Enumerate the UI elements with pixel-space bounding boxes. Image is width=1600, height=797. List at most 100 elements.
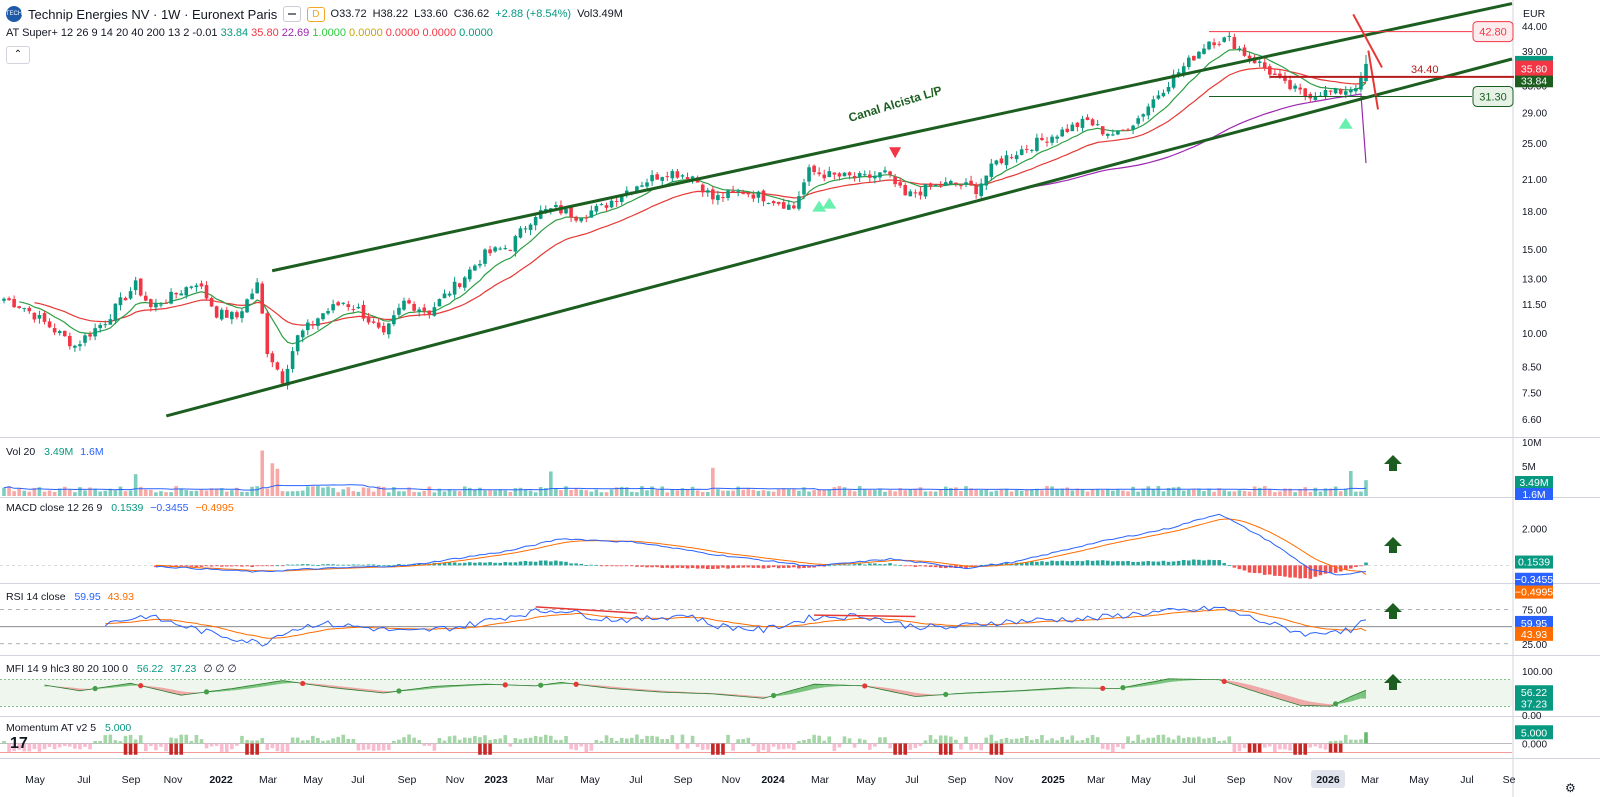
volume-bar: [827, 489, 832, 496]
time-tick-label: Mar: [1087, 774, 1106, 786]
candle-body: [898, 182, 902, 186]
momentum-bar: [240, 735, 244, 744]
candle-body: [533, 217, 538, 226]
candle-body: [1131, 125, 1135, 130]
volume-bar: [852, 491, 857, 496]
candle-body: [1267, 66, 1272, 75]
volume-bar: [878, 488, 882, 496]
currency-label[interactable]: EUR: [1523, 8, 1546, 20]
candle-body: [1156, 95, 1161, 99]
volume-bar: [397, 491, 401, 496]
minus-icon[interactable]: [283, 6, 302, 22]
macd-hist-bar: [923, 565, 928, 567]
volume-bar: [604, 492, 609, 496]
volume-bar: [22, 490, 27, 496]
momentum-bar: [397, 739, 401, 744]
macd-value-badge: [1515, 585, 1553, 599]
macd-hist-bar: [270, 565, 275, 567]
volume-bar: [954, 487, 958, 496]
macd-hist-bar: [417, 563, 421, 566]
volume-bar: [113, 490, 118, 496]
mfi-legend[interactable]: MFI 14 9 hlc3 80 20 100 0 56.22 37.23 ∅ …: [6, 663, 237, 675]
volume-bar: [361, 487, 366, 496]
candle-body: [1040, 137, 1044, 140]
macd-hist-bar: [999, 563, 1004, 566]
candle-body: [417, 309, 421, 312]
symbol-logo[interactable]: TECH: [6, 6, 22, 22]
mfi-fill: [819, 684, 825, 689]
candle-body: [645, 182, 649, 187]
candle-body: [599, 204, 604, 206]
volume-bar: [174, 486, 178, 496]
volume-bar: [1151, 489, 1156, 496]
candle-body: [468, 269, 472, 280]
macd-value-label: 0.1539: [1518, 557, 1550, 569]
macd-hist-bar: [574, 563, 578, 566]
candle-body: [1024, 148, 1029, 150]
momentum-marker-bar: [994, 743, 999, 755]
volume-bar: [108, 488, 113, 496]
volume-legend[interactable]: Vol 20 3.49M 1.6M: [6, 446, 104, 458]
momentum-value-badge: [1515, 725, 1553, 740]
volume-bar: [665, 492, 670, 496]
volume-bar: [1293, 492, 1297, 496]
gear-icon[interactable]: ⚙: [1565, 781, 1576, 795]
volume-bar: [1136, 491, 1140, 496]
symbol-title[interactable]: Technip Energies NV · 1W · Euronext Pari…: [28, 6, 278, 22]
candle-body: [705, 190, 710, 193]
momentum-legend[interactable]: Momentum AT v2 5 5.000: [6, 722, 131, 734]
momentum-bar: [392, 740, 396, 744]
candle-body: [513, 236, 518, 252]
candle-body: [52, 328, 57, 333]
macd-legend[interactable]: MACD close 12 26 9 0.1539 −0.3455 −0.499…: [6, 502, 234, 514]
collapse-legend-button[interactable]: ⌃: [6, 46, 30, 64]
volume-bar: [473, 489, 477, 496]
momentum-bar: [305, 740, 310, 744]
macd-hist-bar: [852, 564, 857, 566]
momentum-bar: [275, 743, 280, 752]
momentum-bar: [1278, 743, 1282, 750]
candle-body: [761, 190, 766, 202]
candle-body: [1283, 75, 1287, 81]
delayed-badge[interactable]: D: [307, 6, 325, 22]
momentum-bar: [746, 737, 751, 744]
indicator-value-6: 0.0000: [419, 27, 457, 39]
momentum-bar: [543, 734, 548, 744]
momentum-bar: [422, 743, 427, 746]
mfi-fill: [1310, 701, 1316, 706]
momentum-bar: [604, 735, 609, 744]
macd-hist-bar: [797, 565, 801, 569]
macd-hist-bar: [513, 562, 518, 566]
volume-bar: [1313, 487, 1318, 496]
momentum-bar: [32, 743, 37, 750]
momentum-bar: [913, 743, 918, 749]
macd-hist-bar: [559, 561, 563, 566]
momentum-bar: [462, 737, 467, 744]
candle-body: [154, 303, 158, 308]
momentum-marker-bar: [133, 743, 138, 755]
momentum-bar: [27, 743, 32, 752]
indicator-legend[interactable]: AT Super+ 12 26 9 14 20 40 200 13 2 -0.0…: [6, 27, 493, 39]
volume-bar: [984, 489, 989, 496]
mfi-fill: [1284, 694, 1291, 703]
volume-bar: [528, 490, 533, 496]
macd-hist-bar: [1257, 565, 1262, 574]
momentum-bar: [1328, 741, 1333, 744]
price-tick-label: 13.00: [1522, 275, 1547, 286]
volume-bar: [564, 486, 568, 496]
rsi-legend[interactable]: RSI 14 close 59.95 43.93: [6, 591, 134, 603]
time-tick-label: 2025: [1041, 774, 1065, 786]
candle-body: [700, 184, 705, 193]
candle-body: [255, 282, 259, 294]
momentum-marker-bar: [1303, 743, 1308, 755]
macd-hist-bar: [214, 565, 219, 567]
momentum-bar: [1273, 743, 1277, 753]
momentum-bar: [417, 740, 421, 744]
macd-hist-bar: [979, 564, 983, 566]
volume-bar: [1328, 488, 1333, 496]
volume-bar: [690, 486, 695, 496]
level-label: 31.30: [1479, 91, 1507, 103]
volume-bar: [660, 486, 665, 496]
volume-bar: [508, 491, 513, 496]
